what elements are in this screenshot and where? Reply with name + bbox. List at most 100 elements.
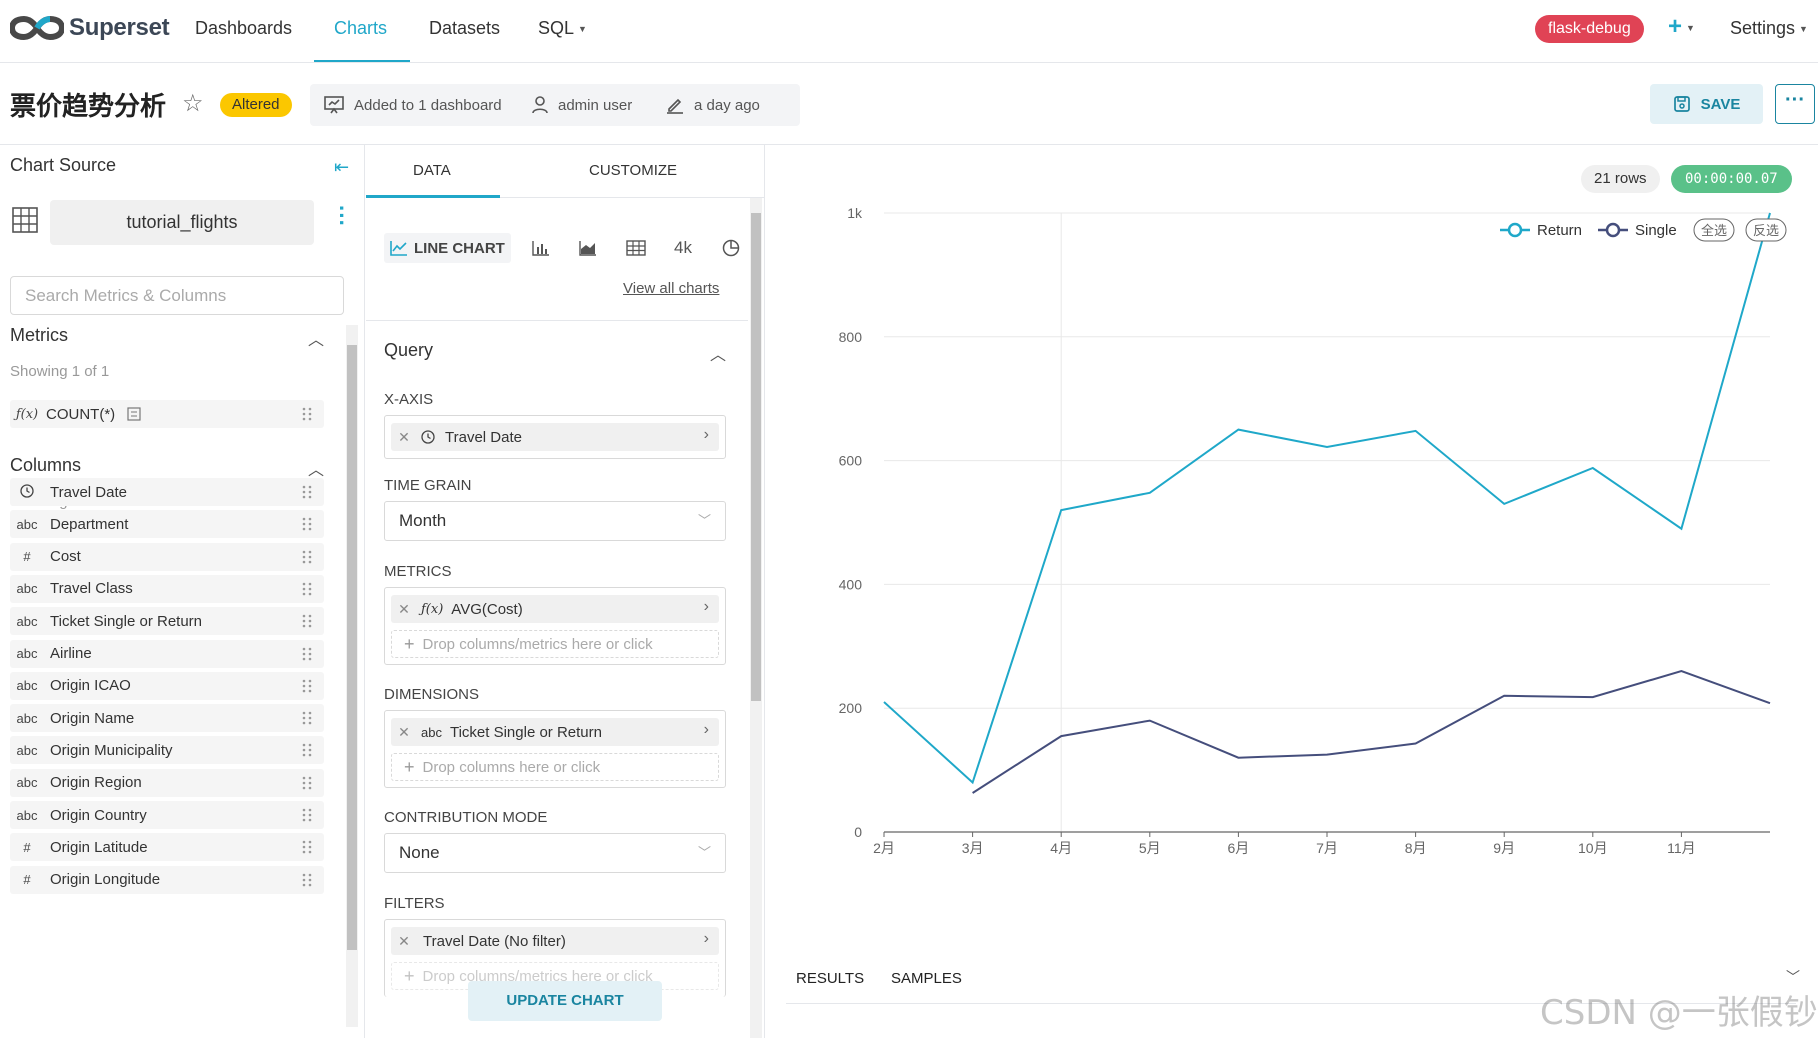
x-axis-chip[interactable]: ✕ Travel Date › bbox=[391, 423, 719, 451]
column-item[interactable]: abc Travel Class bbox=[10, 574, 324, 603]
chevron-right-icon[interactable]: › bbox=[703, 426, 709, 443]
chevron-right-icon[interactable]: › bbox=[703, 598, 709, 615]
owner-info[interactable]: admin user bbox=[532, 96, 632, 114]
area-chart-icon[interactable] bbox=[579, 233, 597, 263]
active-tab-indicator bbox=[366, 195, 500, 198]
column-label: Airline bbox=[50, 645, 92, 662]
column-item[interactable]: abc Department bbox=[10, 510, 324, 539]
tab-samples[interactable]: SAMPLES bbox=[891, 970, 962, 987]
metric-item[interactable]: ƒ(x) COUNT(*) bbox=[10, 400, 324, 428]
drag-handle-icon[interactable] bbox=[302, 808, 312, 826]
column-item[interactable]: Travel Date bbox=[10, 478, 324, 506]
legend-item-single[interactable]: Single bbox=[1598, 222, 1677, 239]
remove-icon[interactable]: ✕ bbox=[398, 723, 410, 740]
drag-handle-icon[interactable] bbox=[302, 485, 312, 503]
column-item[interactable]: abc Origin Country bbox=[10, 801, 324, 829]
nav-datasets[interactable]: Datasets bbox=[429, 18, 501, 38]
bar-chart-icon[interactable] bbox=[532, 233, 550, 263]
remove-icon[interactable]: ✕ bbox=[398, 932, 410, 949]
owner-text: admin user bbox=[558, 96, 633, 114]
chart-axes: 0 200 400 600 800 1k 2月 3月 4月 5月 6月 7月 8月 9月 10月 11月 bbox=[839, 205, 1770, 856]
legend-select-all-button[interactable]: 全选 bbox=[1693, 218, 1735, 242]
new-item-button[interactable]: + ▼ bbox=[1668, 13, 1695, 41]
drag-handle-icon[interactable] bbox=[302, 614, 312, 632]
drag-handle-icon[interactable] bbox=[302, 873, 312, 891]
dimension-chip[interactable]: ✕ abc Ticket Single or Return › bbox=[391, 718, 719, 746]
legend-button-outline bbox=[1745, 218, 1787, 242]
big-number-icon[interactable]: 4k bbox=[674, 238, 692, 257]
contribution-mode-select[interactable]: None ﹀ bbox=[384, 833, 726, 873]
drag-handle-icon[interactable] bbox=[302, 711, 312, 729]
legend-invert-button[interactable]: 反选 bbox=[1745, 218, 1787, 242]
time-grain-select[interactable]: Month ﹀ bbox=[384, 501, 726, 541]
tab-customize[interactable]: CUSTOMIZE bbox=[589, 162, 678, 179]
dimensions-drop-zone[interactable]: + Drop columns here or click bbox=[391, 753, 719, 781]
drag-handle-icon[interactable] bbox=[302, 407, 312, 421]
view-all-charts-link[interactable]: View all charts bbox=[623, 280, 720, 297]
chevron-up-icon[interactable]: ︿ bbox=[308, 332, 325, 349]
drag-handle-icon[interactable] bbox=[302, 647, 312, 665]
collapse-panel-icon[interactable]: ⇤ bbox=[334, 157, 350, 177]
superset-logo[interactable]: Superset bbox=[10, 14, 170, 42]
legend-button-label: 反选 bbox=[1753, 223, 1779, 238]
control-scrollbar-thumb[interactable] bbox=[751, 213, 761, 701]
table-chart-icon[interactable] bbox=[626, 233, 646, 263]
remove-icon[interactable]: ✕ bbox=[398, 428, 410, 445]
drag-handle-icon[interactable] bbox=[302, 776, 312, 794]
viz-line-chart-button[interactable]: LINE CHART bbox=[384, 233, 511, 263]
dataset-menu-icon[interactable]: ··· bbox=[329, 205, 354, 227]
drag-handle-icon[interactable] bbox=[302, 679, 312, 697]
chart-grid bbox=[884, 212, 1770, 832]
nav-dashboards[interactable]: Dashboards bbox=[195, 18, 293, 38]
dashboards-link[interactable]: Added to 1 dashboard bbox=[324, 96, 502, 114]
drag-handle-icon[interactable] bbox=[302, 840, 312, 858]
legend-item-return[interactable]: Return bbox=[1500, 222, 1582, 239]
chevron-up-icon[interactable]: ︿ bbox=[710, 347, 727, 364]
chevron-up-icon[interactable]: ︿ bbox=[308, 462, 325, 479]
drag-handle-icon[interactable] bbox=[302, 743, 312, 761]
settings-menu[interactable]: Settings ▼ bbox=[1730, 18, 1808, 39]
metric-chip[interactable]: ✕ ƒ(x) AVG(Cost) › bbox=[391, 595, 719, 623]
brand-name: Superset bbox=[69, 14, 170, 41]
column-item[interactable]: abc Origin ICAO bbox=[10, 671, 324, 700]
drag-handle-icon[interactable] bbox=[302, 582, 312, 600]
column-item[interactable]: abc Airline bbox=[10, 639, 324, 668]
update-chart-button[interactable]: UPDATE CHART bbox=[468, 981, 662, 1021]
nav-charts[interactable]: Charts bbox=[334, 18, 388, 38]
chevron-down-icon[interactable]: ﹀ bbox=[1786, 969, 1800, 985]
column-item[interactable]: abc Origin Name bbox=[10, 704, 324, 733]
tab-results[interactable]: RESULTS bbox=[796, 970, 865, 987]
query-section-title[interactable]: Query bbox=[384, 340, 434, 360]
column-item[interactable]: # Origin Longitude bbox=[10, 865, 324, 894]
column-item[interactable]: # Origin Latitude bbox=[10, 833, 324, 862]
favorite-star-icon[interactable]: ☆ bbox=[182, 90, 204, 117]
left-scrollbar-thumb[interactable] bbox=[347, 345, 357, 950]
more-actions-button[interactable]: ··· bbox=[1775, 84, 1815, 124]
chevron-right-icon[interactable]: › bbox=[703, 930, 709, 947]
drag-handle-icon[interactable] bbox=[302, 550, 312, 568]
altered-badge[interactable]: Altered bbox=[220, 93, 292, 117]
save-icon bbox=[1673, 96, 1690, 112]
time-grain-label: TIME GRAIN bbox=[384, 477, 472, 494]
pie-chart-icon[interactable] bbox=[722, 233, 740, 263]
column-item[interactable]: # Cost bbox=[10, 542, 324, 571]
dimensions-control: ✕ abc Ticket Single or Return › + Drop c… bbox=[384, 710, 726, 788]
tab-data[interactable]: DATA bbox=[413, 162, 451, 179]
filter-chip[interactable]: ✕ Travel Date (No filter) › bbox=[391, 927, 719, 955]
nav-sql[interactable]: SQL ▼ bbox=[538, 18, 587, 39]
column-item[interactable]: abc Origin Municipality bbox=[10, 736, 324, 765]
column-item[interactable]: abc Origin Region bbox=[10, 768, 324, 797]
metrics-section-title[interactable]: Metrics bbox=[10, 325, 68, 345]
metrics-drop-zone[interactable]: + Drop columns/metrics here or click bbox=[391, 630, 719, 658]
chart-title[interactable]: 票价趋势分析 bbox=[10, 91, 167, 121]
dimensions-drop-text: Drop columns here or click bbox=[422, 758, 601, 776]
columns-section-title[interactable]: Columns bbox=[10, 455, 82, 475]
drag-handle-icon[interactable] bbox=[302, 517, 312, 535]
chevron-down-icon: ▼ bbox=[1799, 24, 1808, 35]
remove-icon[interactable]: ✕ bbox=[398, 600, 410, 617]
save-button[interactable]: SAVE bbox=[1650, 84, 1763, 124]
column-item[interactable]: abc Ticket Single or Return bbox=[10, 607, 324, 636]
dataset-name[interactable]: tutorial_flights bbox=[50, 200, 314, 245]
search-metrics-columns-input[interactable] bbox=[10, 276, 344, 315]
chevron-right-icon[interactable]: › bbox=[703, 721, 709, 738]
